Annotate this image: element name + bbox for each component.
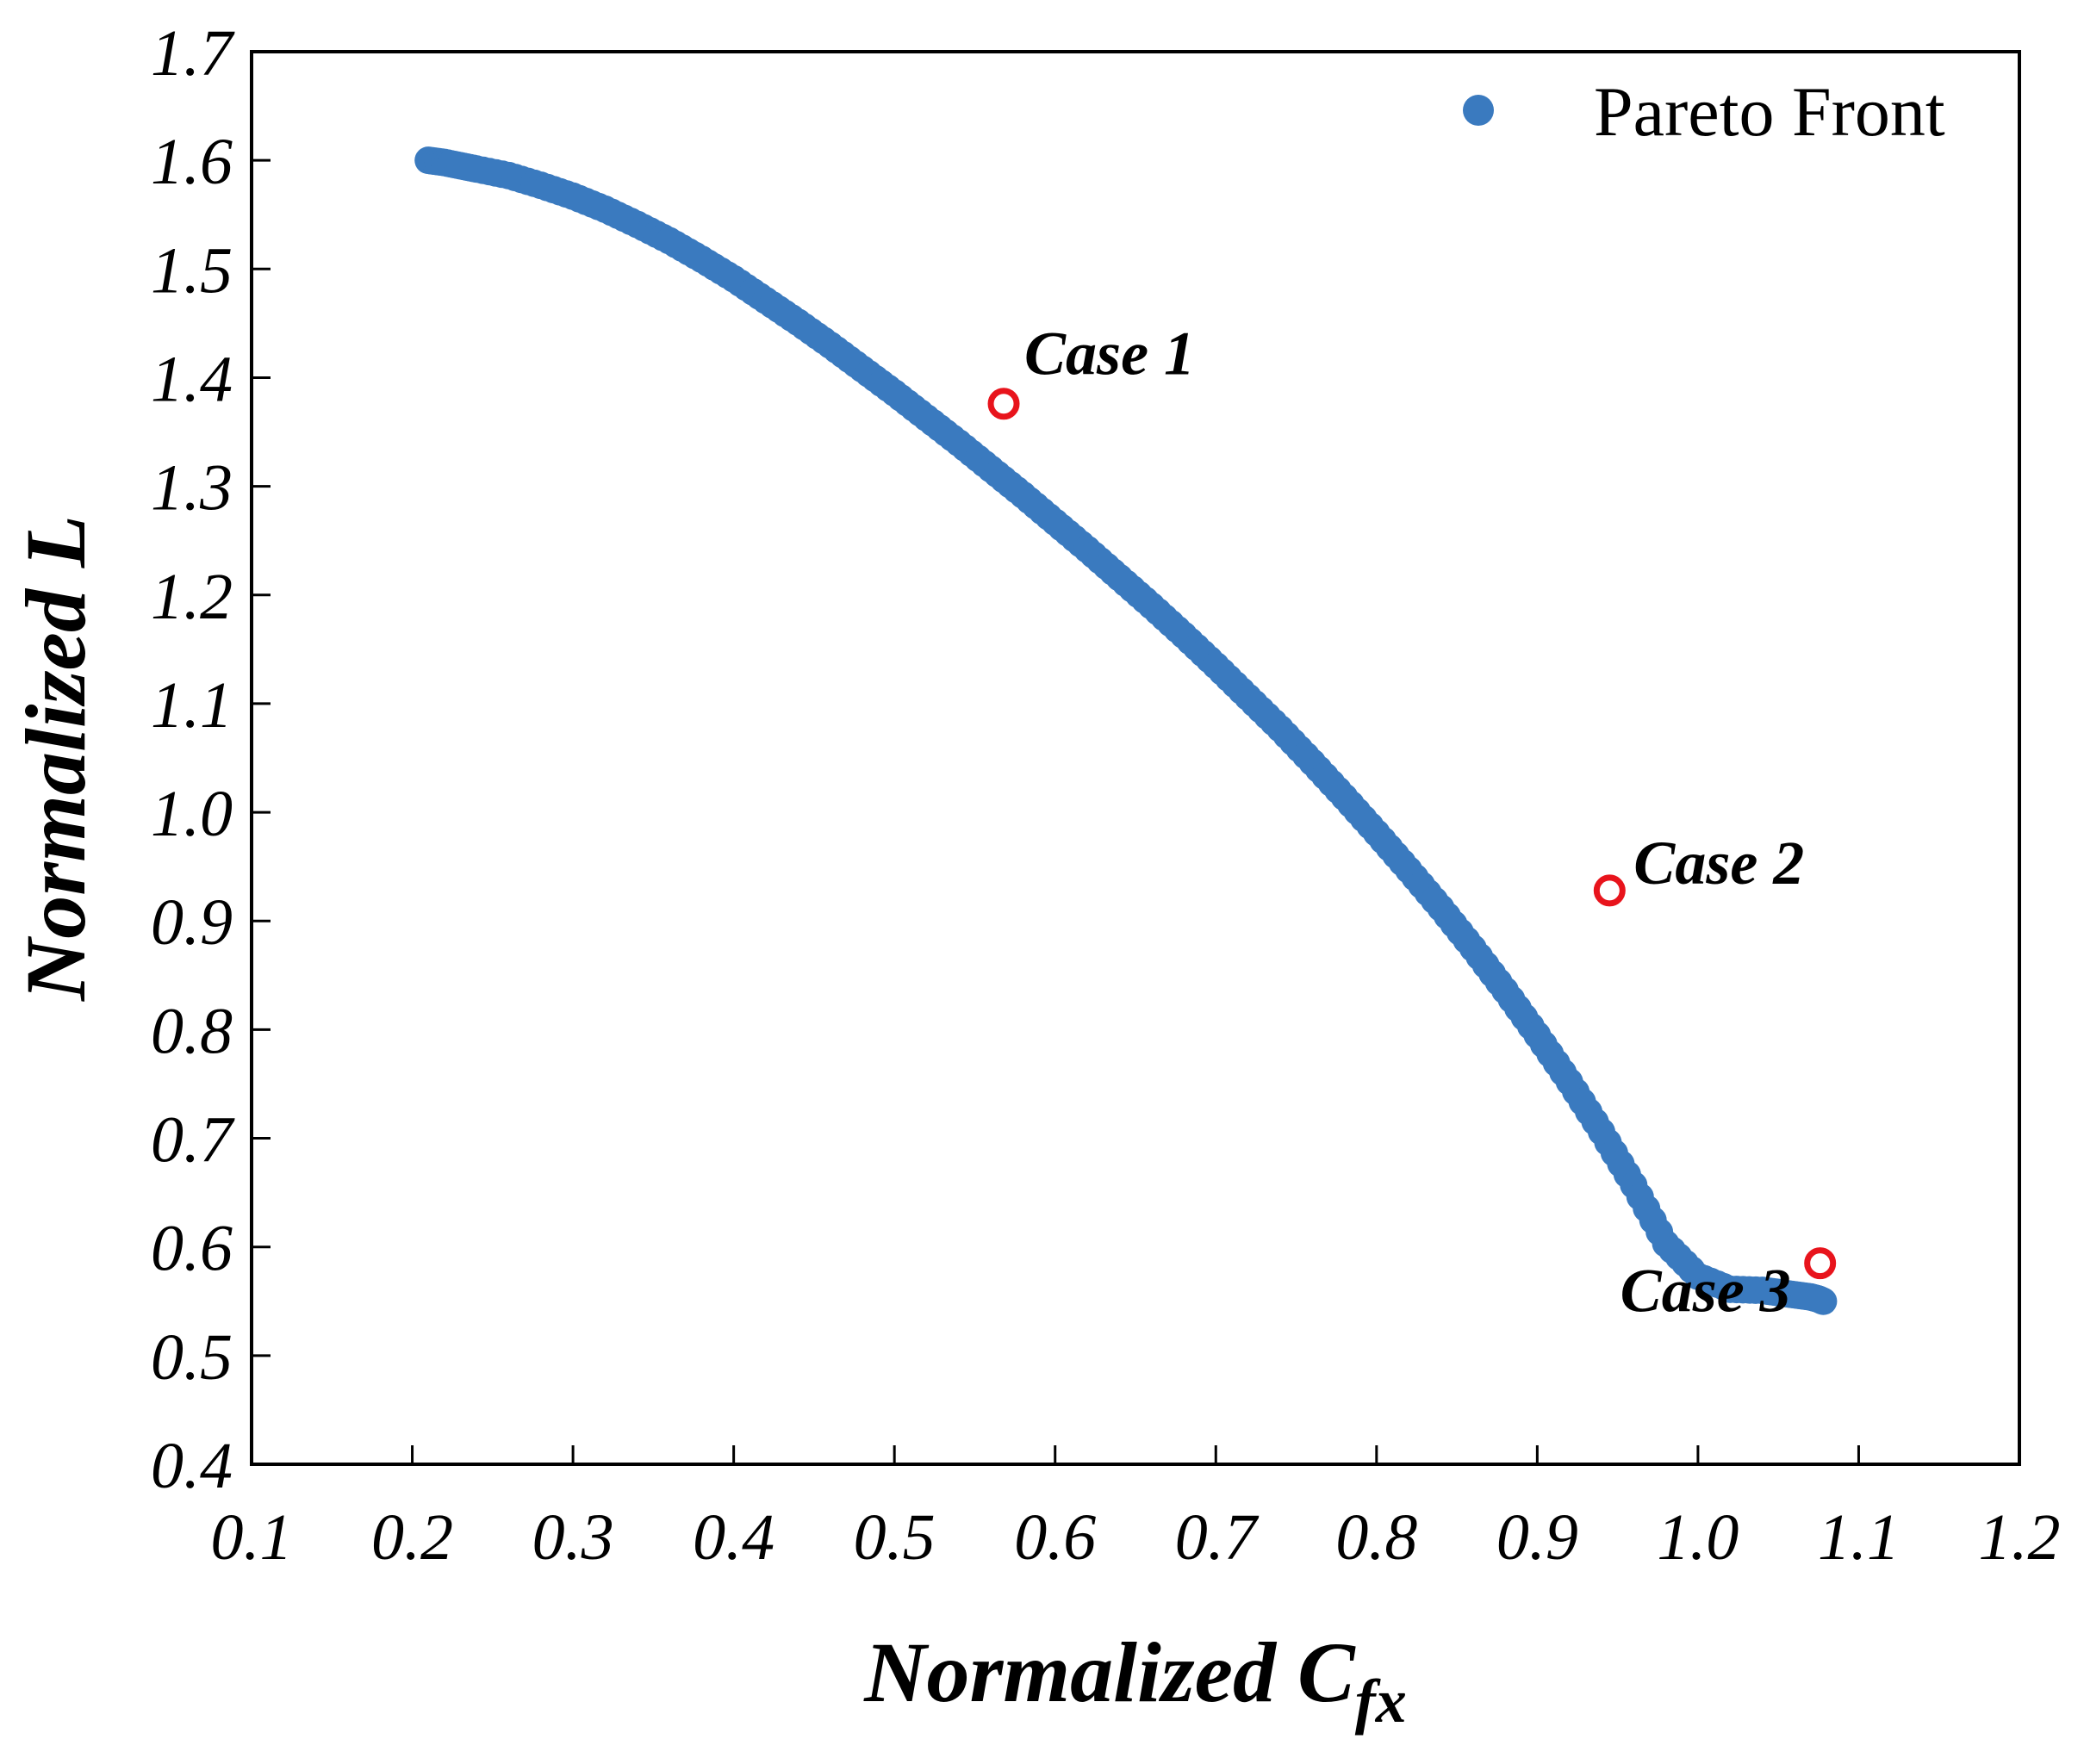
y-tick-label: 0.7 (151, 1104, 235, 1177)
legend-label: Pareto Front (1594, 72, 1945, 151)
x-tick-label: 1.1 (1818, 1501, 1900, 1574)
x-tick-label: 0.5 (854, 1501, 936, 1574)
y-tick-label: 0.4 (151, 1430, 233, 1502)
case-marker (1593, 874, 1626, 907)
y-tick-label: 1.6 (151, 126, 233, 198)
legend-marker (1463, 95, 1494, 126)
x-axis-title-main: Normalized C (863, 1624, 1356, 1720)
y-tick-label: 0.8 (151, 995, 233, 1067)
legend: Pareto Front (1463, 72, 1945, 151)
x-tick-label: 0.7 (1175, 1501, 1260, 1574)
y-tick-label: 0.5 (151, 1321, 233, 1394)
x-tick-label: 0.4 (693, 1501, 775, 1574)
y-tick-label: 1.5 (151, 234, 233, 307)
x-axis-title: Normalized Cfx (863, 1624, 1406, 1736)
y-tick-label: 1.7 (151, 17, 235, 90)
y-tick-label: 1.0 (151, 778, 233, 850)
y-tick-label: 1.2 (151, 561, 233, 633)
x-tick-label: 0.1 (211, 1501, 293, 1574)
x-tick-label: 1.2 (1979, 1501, 2061, 1574)
pareto-points (414, 146, 1838, 1315)
y-tick-label: 1.4 (151, 343, 233, 415)
x-tick-label: 0.8 (1335, 1501, 1417, 1574)
pareto-point (1809, 1287, 1838, 1315)
case-marker (1804, 1247, 1837, 1280)
case-marker (987, 388, 1020, 420)
y-tick-label: 0.9 (151, 886, 233, 959)
x-tick-label: 0.3 (532, 1501, 614, 1574)
x-tick-label: 0.6 (1014, 1501, 1096, 1574)
y-axis: 0.4 0.5 0.6 0.7 0.8 0.9 1.0 1.1 1.2 1.3 1.4 1.5 1.6 1… (151, 17, 271, 1502)
x-tick-label: 0.9 (1496, 1501, 1578, 1574)
y-tick-label: 0.6 (151, 1213, 233, 1285)
y-tick-label: 1.3 (151, 452, 233, 525)
x-axis-title-subscript: fx (1355, 1667, 1407, 1736)
case-label: Case 3 (1621, 1257, 1791, 1326)
x-axis: 0.1 0.2 0.3 0.4 0.5 0.6 0.7 0.8 0.9 1.0 1.1 1.2 (211, 1445, 2061, 1574)
case-label: Case 1 (1024, 320, 1195, 388)
x-tick-label: 1.0 (1657, 1501, 1739, 1574)
plot-frame (250, 50, 2021, 1466)
case-markers: Case 1 Case 2 Case 3 (987, 320, 1837, 1326)
y-tick-label: 1.1 (151, 669, 233, 742)
case-label: Case 2 (1633, 829, 1804, 898)
x-tick-label: 0.2 (371, 1501, 453, 1574)
y-axis-title: Normalized L (8, 515, 103, 1002)
